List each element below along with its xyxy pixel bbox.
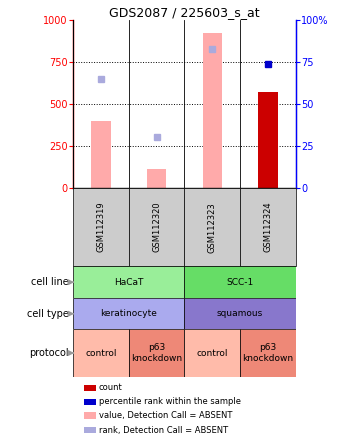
Bar xyxy=(184,266,296,298)
Bar xyxy=(84,385,97,391)
Bar xyxy=(184,329,240,377)
Bar xyxy=(258,92,278,188)
Bar xyxy=(129,329,185,377)
Bar xyxy=(84,427,97,433)
Bar xyxy=(203,33,222,188)
Text: value, Detection Call = ABSENT: value, Detection Call = ABSENT xyxy=(99,411,232,420)
Text: count: count xyxy=(99,384,122,392)
Bar xyxy=(84,412,97,419)
Bar xyxy=(84,399,97,405)
Bar xyxy=(73,266,184,298)
Text: control: control xyxy=(197,349,228,357)
Bar xyxy=(184,298,296,329)
Title: GDS2087 / 225603_s_at: GDS2087 / 225603_s_at xyxy=(109,6,260,19)
Text: p63
knockdown: p63 knockdown xyxy=(242,343,293,363)
Text: GSM112324: GSM112324 xyxy=(264,202,272,253)
Text: rank, Detection Call = ABSENT: rank, Detection Call = ABSENT xyxy=(99,426,228,435)
Text: GSM112319: GSM112319 xyxy=(97,202,105,253)
Text: GSM112320: GSM112320 xyxy=(152,202,161,253)
Bar xyxy=(73,329,129,377)
Bar xyxy=(73,298,184,329)
Text: percentile rank within the sample: percentile rank within the sample xyxy=(99,397,241,406)
Bar xyxy=(240,329,296,377)
Bar xyxy=(129,188,185,266)
Bar xyxy=(73,188,129,266)
Bar xyxy=(91,121,111,188)
Text: control: control xyxy=(85,349,117,357)
Text: p63
knockdown: p63 knockdown xyxy=(131,343,182,363)
Text: cell line: cell line xyxy=(31,277,69,287)
Text: protocol: protocol xyxy=(29,348,69,358)
Text: cell type: cell type xyxy=(27,309,69,319)
Text: keratinocyte: keratinocyte xyxy=(100,309,157,318)
Text: SCC-1: SCC-1 xyxy=(226,278,254,287)
Text: squamous: squamous xyxy=(217,309,263,318)
Bar xyxy=(147,169,166,188)
Bar xyxy=(240,188,296,266)
Text: GSM112323: GSM112323 xyxy=(208,202,217,253)
Bar xyxy=(184,188,240,266)
Text: HaCaT: HaCaT xyxy=(114,278,143,287)
